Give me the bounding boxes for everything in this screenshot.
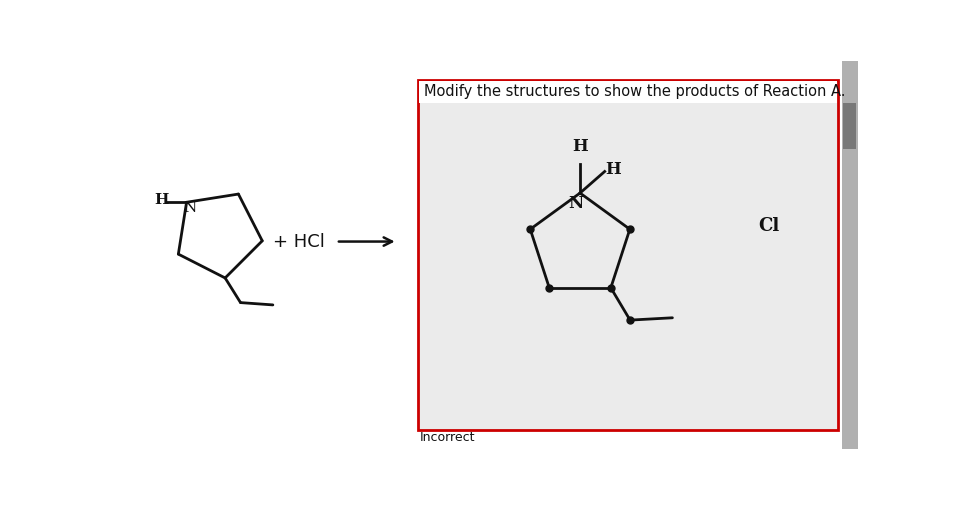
Text: H: H <box>572 138 588 156</box>
Text: N: N <box>568 194 583 212</box>
Text: N: N <box>183 201 196 216</box>
Bar <box>419 80 838 430</box>
Text: H: H <box>154 193 168 207</box>
Text: H: H <box>605 161 621 178</box>
Text: + HCl: + HCl <box>273 232 325 250</box>
Text: Cl: Cl <box>758 217 779 235</box>
Text: Incorrect: Incorrect <box>420 431 475 444</box>
Bar <box>419 81 837 103</box>
Bar <box>843 103 857 149</box>
Bar <box>842 61 858 449</box>
Text: Modify the structures to show the products of Reaction A.: Modify the structures to show the produc… <box>424 84 846 99</box>
